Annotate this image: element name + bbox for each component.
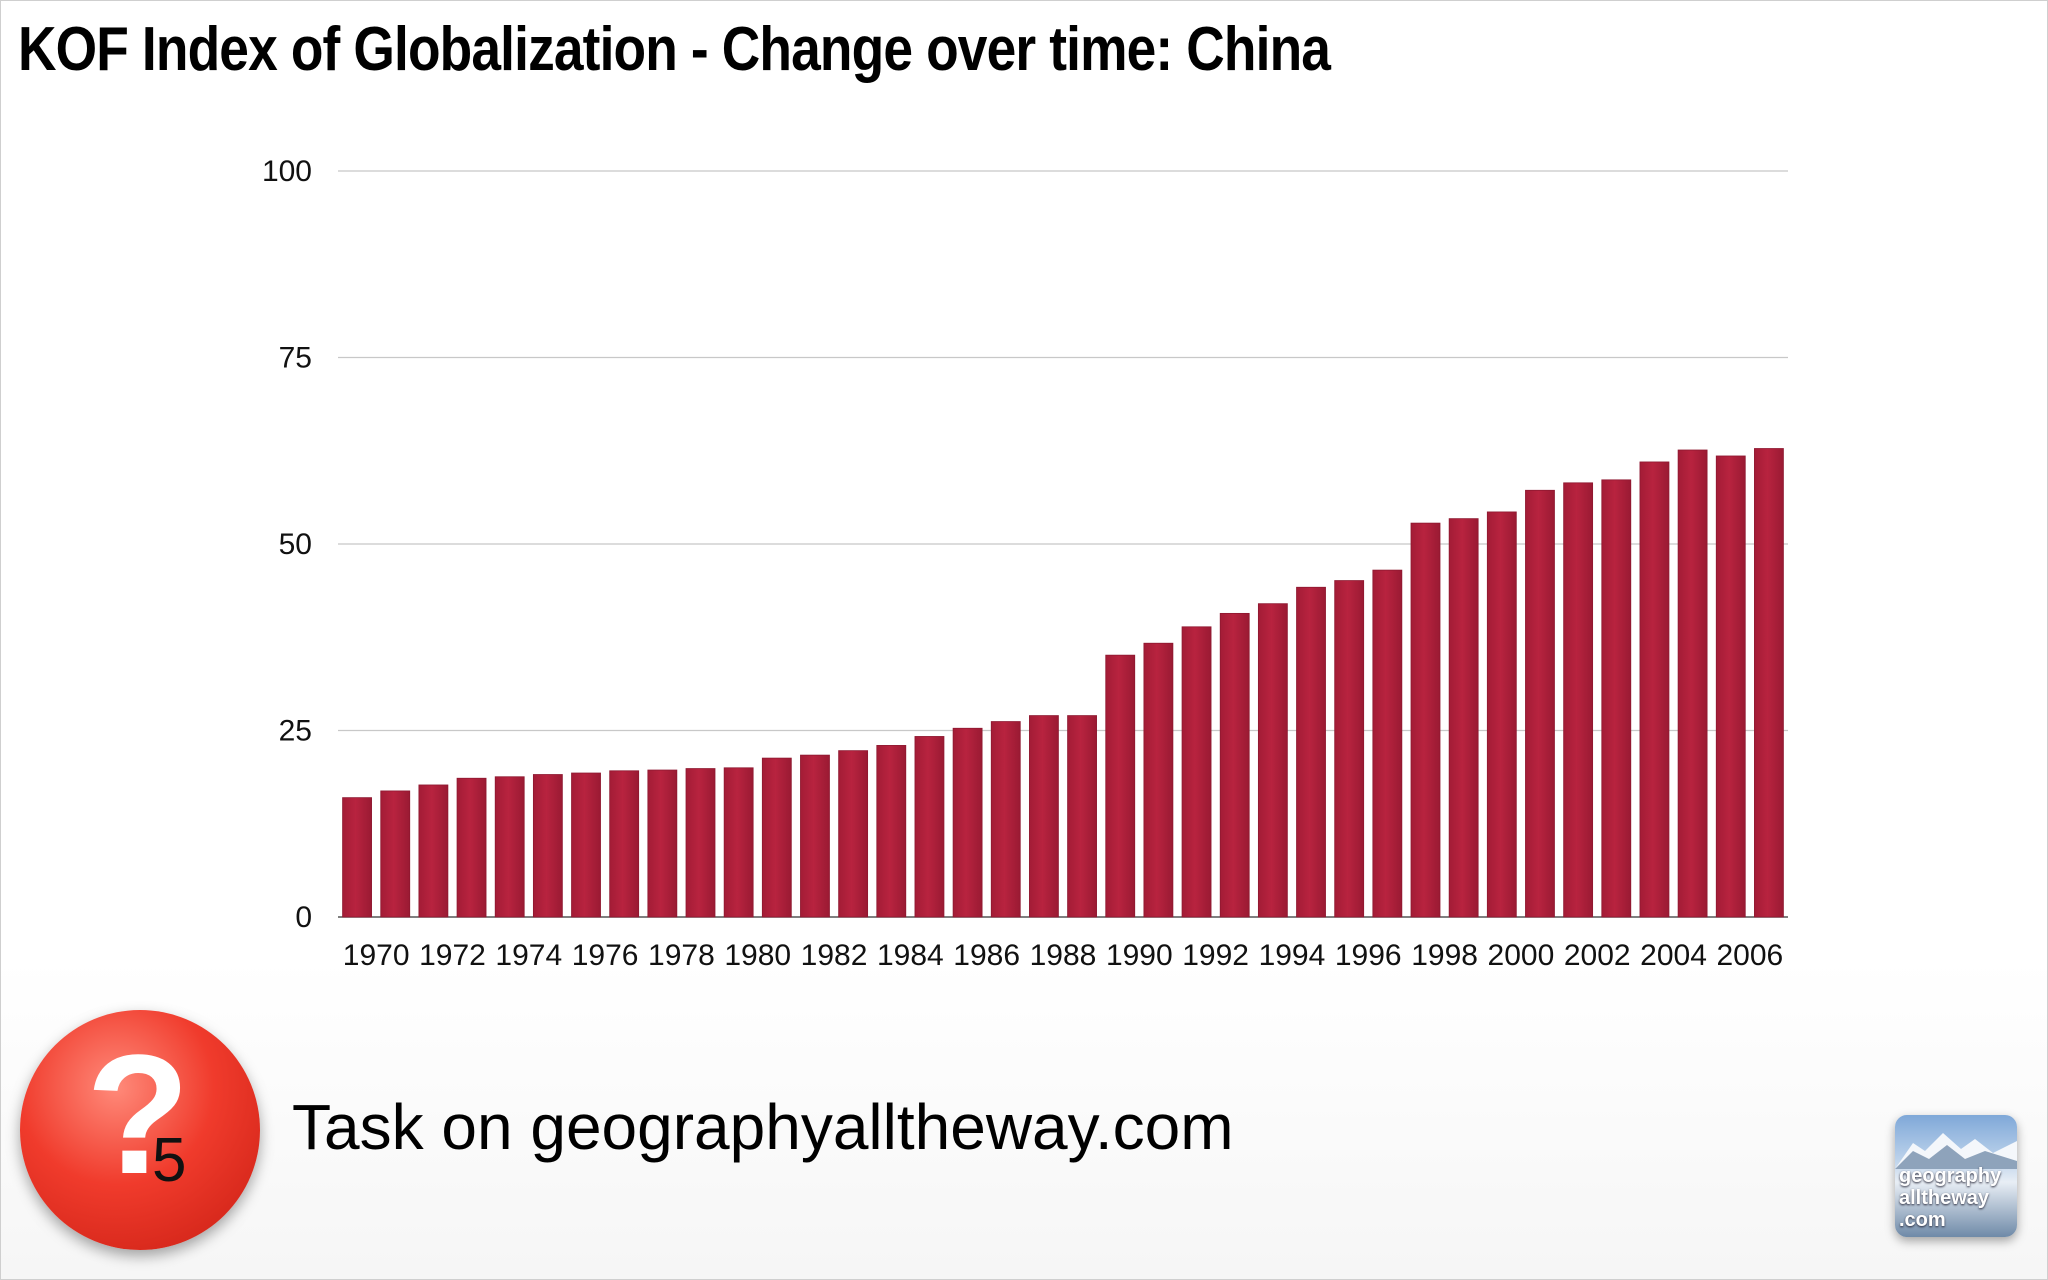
bar-1989 [1067,715,1097,918]
bar-1976 [571,772,601,918]
bar-1978 [647,769,678,918]
x-tick-label: 1986 [953,939,1020,972]
bar-1994 [1257,603,1288,918]
logo-line-2: alltheway [1899,1187,1990,1209]
bar-2004 [1639,461,1670,918]
bar-1988 [1029,715,1059,918]
bar-2001 [1525,489,1555,918]
x-tick-label: 2004 [1640,939,1707,972]
x-tick-label: 2002 [1564,939,1631,972]
logo-line-3: .com [1899,1209,1946,1231]
bar-1973 [456,777,487,918]
bar-1998 [1410,522,1441,918]
bar-2002 [1563,482,1594,918]
x-tick-label: 1976 [572,939,639,972]
bar-1987 [990,721,1021,918]
bar-1972 [418,784,449,918]
question-mark-icon: ? [86,1020,190,1210]
bar-1986 [952,727,983,918]
bar-1970 [342,797,372,918]
bar-1983 [838,750,869,918]
bar-1981 [761,757,792,918]
y-tick-label: 75 [279,342,312,375]
bar-1992 [1181,626,1212,918]
x-tick-label: 1982 [801,939,868,972]
bar-2003 [1601,479,1632,918]
x-tick-label: 1990 [1106,939,1173,972]
bar-1999 [1448,518,1479,918]
bar-1982 [800,754,830,918]
bar-1977 [609,770,640,918]
x-tick-label: 1984 [877,939,944,972]
x-tick-label: 1974 [495,939,562,972]
x-tick-label: 2006 [1716,939,1783,972]
bar-1997 [1372,569,1403,918]
task-link-text: Task on geographyalltheway.com [292,1091,1234,1163]
bar-1971 [380,790,411,918]
bar-1980 [723,767,754,918]
x-tick-label: 2000 [1488,939,1555,972]
x-tick-label: 1978 [648,939,715,972]
bar-1991 [1143,642,1174,918]
slide-title: KOF Index of Globalization - Change over… [18,15,1331,84]
bar-1996 [1334,580,1365,918]
x-tick-label: 1998 [1411,939,1478,972]
badge-number: 5 [152,1126,187,1195]
y-tick-label: 100 [262,155,312,188]
logo-line-1: geography [1899,1165,2002,1187]
y-tick-label: 50 [279,528,312,561]
x-tick-label: 1994 [1259,939,1326,972]
bar-1995 [1296,586,1326,918]
y-tick-label: 0 [295,901,312,934]
x-tick-label: 1972 [419,939,486,972]
x-tick-label: 1992 [1182,939,1249,972]
question-badge: ? 5 [20,1010,260,1250]
bar-2007 [1754,448,1784,918]
bar-1974 [494,776,525,918]
bar-1984 [876,745,907,918]
x-tick-label: 1988 [1030,939,1097,972]
bar-chart: 0 25 50 75 100 1970 1972 1974 1976 1978 1980 1982 19… [262,155,1788,972]
y-tick-label: 25 [279,715,312,748]
bar-1990 [1105,654,1136,918]
mountain-icon [1895,1133,2017,1169]
x-tick-label: 1996 [1335,939,1402,972]
bar-2005 [1677,449,1708,918]
bar-1985 [914,736,945,918]
bar-1975 [532,774,563,918]
logo-text: geography alltheway .com [1899,1165,2015,1231]
bar-2006 [1715,455,1746,918]
bar-1979 [685,768,716,918]
site-logo: geography alltheway .com [1895,1115,2017,1237]
bar-1993 [1219,612,1250,918]
x-tick-label: 1980 [724,939,791,972]
bar-2000 [1486,511,1517,918]
x-tick-label: 1970 [343,939,410,972]
